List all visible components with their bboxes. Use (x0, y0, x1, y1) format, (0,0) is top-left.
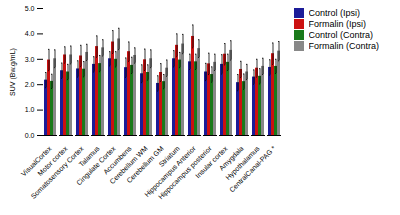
svg-text:5.0: 5.0 (25, 5, 35, 12)
html-text:Formalin (Ipsi): Formalin (Ipsi) (308, 19, 366, 29)
svg-text:CentralCanal-PAG *: CentralCanal-PAG * (228, 144, 277, 193)
svg-text:Talamus: Talamus (77, 144, 101, 169)
svg-text:1.0: 1.0 (25, 106, 35, 113)
svg-text:Striatum: Striatum (157, 144, 181, 168)
svg-text:4.0: 4.0 (25, 30, 35, 37)
svg-text:Insular cortex: Insular cortex (194, 144, 229, 180)
svg-text:Hippocampus posterior: Hippocampus posterior (156, 144, 213, 201)
svg-text:Motor cortex: Motor cortex (36, 144, 69, 178)
svg-text:Accumbens: Accumbens (102, 144, 133, 176)
svg-text:Cerebellum GM: Cerebellum GM (125, 144, 165, 185)
svg-text:Cingulate Cortex: Cingulate Cortex (75, 144, 117, 187)
svg-text:SUV (Bw.g/mL): SUV (Bw.g/mL) (9, 48, 17, 96)
svg-text:VisualCortex: VisualCortex (19, 144, 53, 178)
svg-text:Hypothalamus: Hypothalamus (224, 144, 261, 182)
svg-text:Cerebellum WM: Cerebellum WM (108, 144, 149, 186)
svg-text:Somatosensory Cortex: Somatosensory Cortex (29, 144, 85, 200)
svg-text:0.0: 0.0 (25, 132, 35, 139)
svg-text:3.0: 3.0 (25, 56, 35, 63)
svg-text:Amygdala: Amygdala (217, 144, 245, 172)
html-text:Control (Ipsi): Control (Ipsi) (308, 8, 360, 18)
svg-text:2.0: 2.0 (25, 81, 35, 88)
svg-text:Hippocampus Anterior: Hippocampus Anterior (143, 144, 197, 199)
html-text:Control (Contra): Control (Contra) (308, 30, 373, 40)
html-text:Formalin (Contra): Formalin (Contra) (308, 41, 379, 51)
